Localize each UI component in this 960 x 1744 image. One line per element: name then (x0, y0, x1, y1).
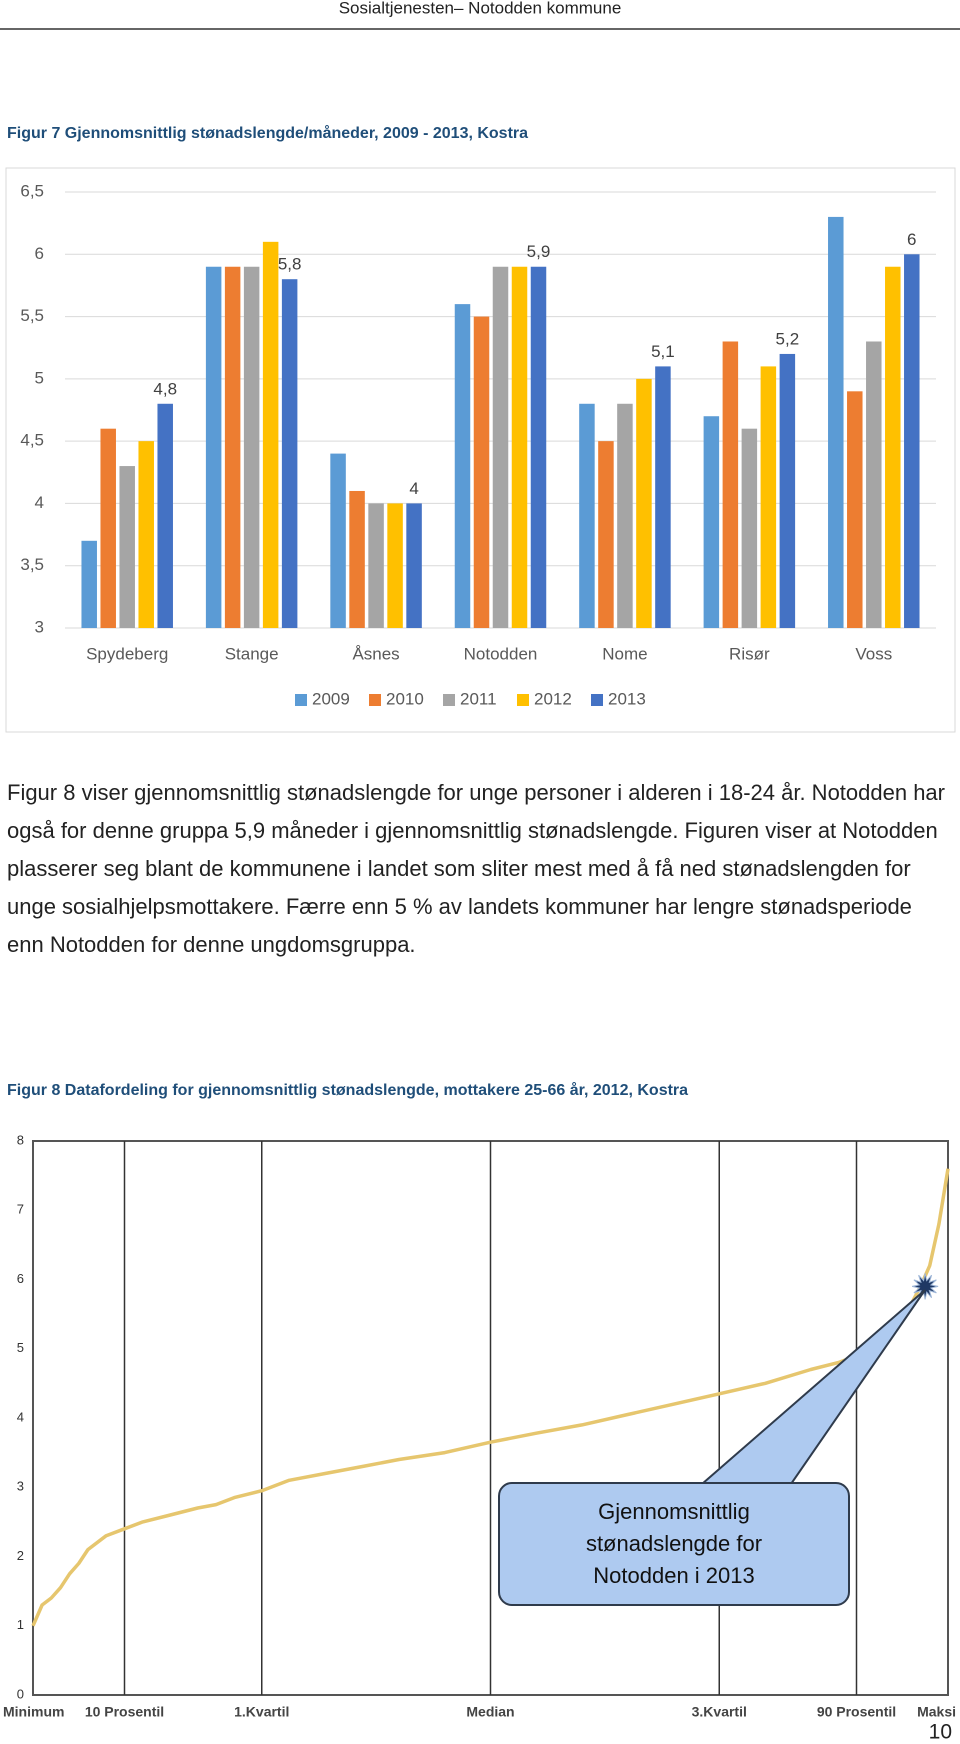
legend-label: 2011 (460, 689, 497, 708)
legend-swatch (517, 694, 529, 706)
bar (243, 266, 260, 628)
bar (760, 366, 777, 628)
legend-swatch (443, 694, 455, 706)
bar (828, 216, 844, 628)
x-tick-label: Nome (602, 644, 647, 663)
x-tick-label: Median (466, 1704, 514, 1720)
bar (885, 266, 901, 628)
y-tick-label: 6 (35, 244, 44, 263)
x-tick-label: 1.Kvartil (234, 1704, 289, 1720)
x-tick-label: Risør (729, 644, 770, 663)
data-label: 5,8 (278, 255, 302, 274)
data-label: 5,1 (651, 342, 675, 361)
x-tick-label: Spydeberg (86, 644, 168, 663)
y-tick-label: 5,5 (20, 306, 44, 325)
highlight-marker (911, 1273, 939, 1300)
page-header: Sosialtjenesten– Notodden kommune (339, 0, 622, 17)
body-paragraph: Figur 8 viser gjennomsnittlig stønadslen… (7, 780, 945, 957)
y-tick-label: 3 (35, 617, 44, 636)
bar (330, 453, 346, 628)
data-label: 5,2 (776, 329, 800, 348)
x-tick-label: Maksi (917, 1704, 956, 1720)
bar (722, 341, 739, 628)
bar (281, 279, 298, 628)
y-tick-label: 0 (17, 1686, 24, 1701)
bar (904, 254, 920, 629)
legend-label: 2010 (386, 689, 424, 708)
y-tick-label: 5 (35, 368, 44, 387)
x-tick-label: 3.Kvartil (692, 1704, 747, 1720)
y-tick-label: 2 (17, 1548, 24, 1563)
bar (387, 503, 403, 628)
bar (779, 353, 796, 628)
y-tick-label: 1 (17, 1617, 24, 1632)
x-tick-label: Voss (855, 644, 892, 663)
bar (224, 266, 241, 628)
bar (703, 416, 720, 628)
figure-caption: Figur 8 Datafordeling for gjennomsnittli… (7, 1081, 688, 1099)
y-tick-label: 8 (17, 1132, 24, 1147)
y-tick-label: 6 (17, 1271, 24, 1286)
y-tick-label: 4 (35, 493, 44, 512)
bar (473, 316, 490, 628)
y-tick-label: 3 (17, 1479, 24, 1494)
bar (530, 266, 547, 628)
page-number: 10 (929, 1721, 952, 1744)
y-tick-label: 4 (17, 1409, 24, 1424)
data-label: 6 (907, 230, 916, 249)
legend-label: 2009 (312, 689, 350, 708)
bar (454, 304, 471, 628)
bar (847, 391, 863, 628)
x-tick-label: Åsnes (352, 644, 399, 663)
bar (406, 503, 422, 628)
bar (617, 403, 633, 628)
legend-swatch (591, 694, 603, 706)
y-tick-label: 4,5 (20, 431, 44, 450)
data-label: 4,8 (153, 379, 177, 398)
bar (741, 428, 758, 628)
bar (205, 266, 222, 628)
bar (492, 266, 509, 628)
bar (511, 266, 528, 628)
x-tick-label: 90 Prosentil (817, 1704, 896, 1720)
bar (598, 441, 614, 628)
y-tick-label: 6,5 (20, 181, 44, 200)
x-tick-label: Notodden (464, 644, 538, 663)
legend-label: 2013 (608, 689, 646, 708)
legend-swatch (369, 694, 381, 706)
legend-label: 2012 (534, 689, 572, 708)
y-tick-label: 3,5 (20, 555, 44, 574)
bar (262, 241, 279, 629)
x-tick-label: Minimum (3, 1704, 64, 1720)
bar (119, 466, 135, 628)
bar (579, 403, 595, 628)
bar (157, 403, 173, 628)
bar (866, 341, 882, 628)
y-tick-label: 7 (17, 1202, 24, 1217)
legend-swatch (295, 694, 307, 706)
bar (349, 490, 365, 628)
bar (636, 378, 652, 628)
bar (368, 503, 384, 628)
callout: Gjennomsnittlig stønadslengde for Notodd… (498, 1482, 850, 1606)
bar (81, 540, 97, 628)
y-tick-label: 5 (17, 1340, 24, 1355)
bar (655, 366, 671, 628)
bar (138, 441, 154, 628)
figure-caption: Figur 7 Gjennomsnittlig stønadslengde/må… (7, 124, 528, 142)
x-tick-label: 10 Prosentil (85, 1704, 164, 1720)
x-tick-label: Stange (225, 644, 279, 663)
data-label: 4 (409, 479, 418, 498)
bar (100, 428, 116, 628)
data-label: 5,9 (527, 242, 551, 261)
